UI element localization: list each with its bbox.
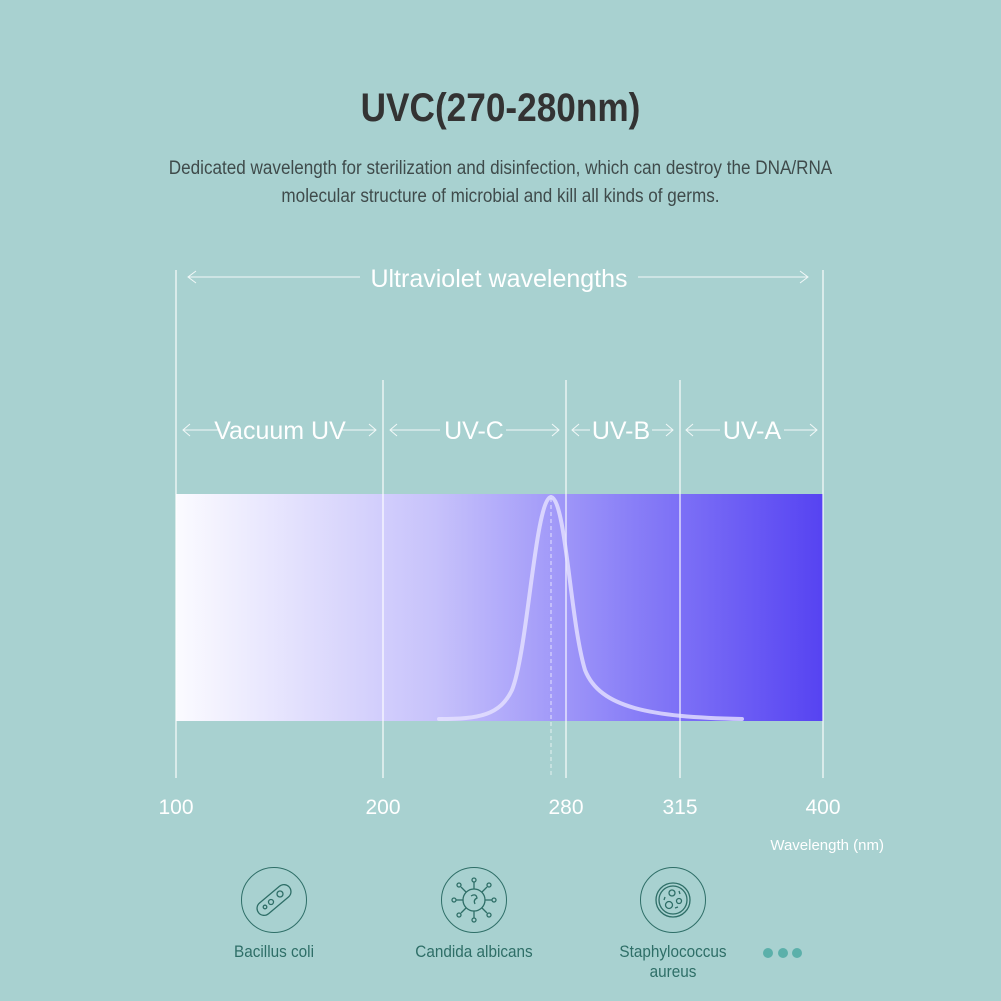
tick-400: 400 xyxy=(805,796,840,819)
virus-icon xyxy=(441,867,507,933)
band-label-uv-c: UV-C xyxy=(444,417,504,445)
range-label: Ultraviolet wavelengths xyxy=(370,265,627,293)
range-arrows xyxy=(182,270,818,437)
spectrum-bar xyxy=(176,494,823,721)
bacillus-icon xyxy=(241,867,307,933)
cell-icon xyxy=(640,867,706,933)
band-label-uv-a: UV-A xyxy=(723,417,782,445)
germ-label-bacillus-coli: Bacillus coli xyxy=(234,942,314,961)
tick-280: 280 xyxy=(548,796,583,819)
description: Dedicated wavelength for sterilization a… xyxy=(168,158,833,207)
germ-label-staphylococcus-aureus: Staphylococcus aureus xyxy=(619,942,727,981)
uv-spectrum-diagram: Ultraviolet wavelengths Vacuum UV UV-C U… xyxy=(158,265,884,854)
tick-100: 100 xyxy=(158,796,193,819)
axis-label: Wavelength (nm) xyxy=(770,837,884,854)
emission-curve xyxy=(437,494,744,721)
germ-label-candida-albicans: Candida albicans xyxy=(415,942,533,961)
tick-200: 200 xyxy=(365,796,400,819)
band-label-uv-b: UV-B xyxy=(592,417,650,445)
page-title: UVC(270-280nm) xyxy=(360,86,641,130)
band-dividers xyxy=(175,270,824,778)
band-label-vacuum-uv: Vacuum UV xyxy=(214,417,346,445)
tick-315: 315 xyxy=(662,796,697,819)
